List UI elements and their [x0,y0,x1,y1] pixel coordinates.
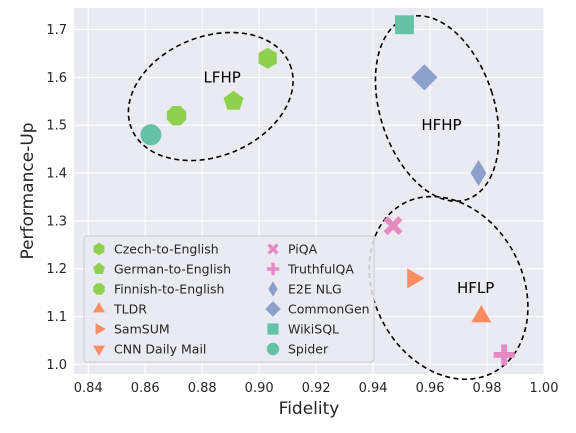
legend-marker [93,262,105,275]
annotation-hfhp: HFHP [421,116,461,134]
legend-entry-label: Finnish-to-English [114,282,224,297]
legend-marker [95,323,106,335]
x-tick-label: 0.92 [302,381,331,396]
legend-entry-label: Spider [288,342,329,357]
point-e2e-nlg [470,159,487,187]
legend-marker [93,302,105,313]
y-tick-label: 1.1 [46,310,67,325]
y-tick-label: 1.3 [46,214,67,229]
cluster-ellipses [127,14,529,381]
x-tick-label: 0.90 [245,381,274,396]
point-samsum [407,268,425,289]
x-tick-label: 0.84 [74,381,103,396]
cluster-ellipse-lfhp [127,31,294,162]
annotation-lfhp: LFHP [203,68,240,86]
point-commongen [411,64,438,91]
y-tick-label: 1.7 [46,23,67,38]
x-tick-label: 0.96 [416,381,445,396]
point-piqa [383,216,403,236]
legend-marker [266,342,280,356]
legend-entry-label: E2E NLG [288,282,342,297]
data-points [140,15,515,366]
legend-marker [267,243,279,255]
y-tick-label: 1.4 [46,167,67,182]
point-finnish-to-english [166,105,187,126]
x-tick-label: 0.88 [188,381,217,396]
y-tick-label: 1.5 [46,119,67,134]
y-tick-label: 1.2 [46,262,67,277]
point-czech-to-english [258,47,277,69]
legend-marker [265,301,281,317]
cluster-ellipse-hfhp [374,14,500,202]
legend-entry-label: TruthfulQA [287,262,354,277]
legend-entry-label: PiQA [288,242,318,257]
point-wikisql [394,15,414,35]
legend-marker [266,262,280,276]
legend-entry-label: German-to-English [114,262,231,277]
legend-marker [93,345,105,356]
legend-entry-label: CommonGen [288,302,370,317]
legend-entry-label: SamSUM [114,322,170,337]
point-tldr [471,305,492,323]
cluster-labels: LFHP HFHP HFLP [203,68,494,297]
x-axis-label: Fidelity [279,399,340,419]
legend-marker [93,283,105,295]
x-tick-label: 0.86 [131,381,160,396]
x-tick-label: 0.94 [359,381,388,396]
y-tick-labels: 1.0 1.1 1.2 1.3 1.4 1.5 1.6 1.7 [46,23,67,373]
annotation-hflp: HFLP [457,279,494,297]
legend-entry-label: CNN Daily Mail [114,342,206,357]
legend-entry-label: Czech-to-English [114,242,219,257]
legend: Czech-to-English German-to-English Finnish… [83,235,375,363]
legend-marker [93,242,105,256]
y-tick-label: 1.6 [46,71,67,86]
legend-marker [267,323,279,335]
x-tick-labels: 0.84 0.86 0.88 0.90 0.92 0.94 0.96 0.98 1.00 [74,381,559,396]
legend-entry-label: TLDR [113,302,147,317]
legend-box [83,235,375,363]
point-truthfulqa [493,344,515,366]
point-spider [140,124,162,146]
x-tick-label: 0.98 [473,381,502,396]
y-tick-label: 1.0 [46,358,67,373]
legend-entry-label: WikiSQL [288,322,339,337]
cluster-ellipse-hflp [368,195,529,381]
point-german-to-english [223,90,244,110]
x-tick-label: 1.00 [530,381,559,396]
y-axis-label: Performance-Up [18,122,38,259]
